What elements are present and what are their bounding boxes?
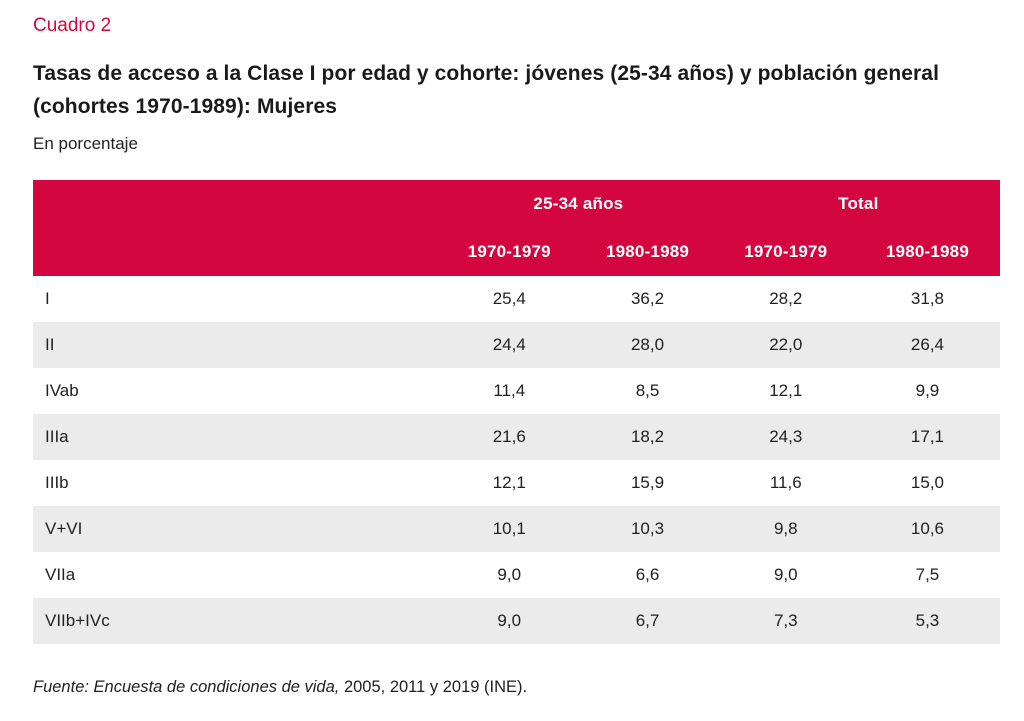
- corner-cell: [33, 228, 441, 276]
- row-label: IIIa: [45, 427, 69, 446]
- row-label: IIIb: [45, 473, 69, 492]
- cell-value: 8,5: [635, 381, 660, 400]
- row-label: VIIb+IVc: [45, 611, 110, 630]
- table-body: I 25,4 36,2 28,2 31,8 II 24,4 28,0 22,0 …: [33, 276, 1000, 644]
- table-number-label: Cuadro 2: [33, 15, 112, 36]
- group-header-row: 25-34 años Total: [33, 180, 1000, 228]
- cell-value: 6,7: [635, 611, 660, 630]
- cell-value: 36,2: [630, 289, 665, 308]
- cell-value: 9,9: [915, 381, 940, 400]
- column-header: 1980-1989: [578, 228, 717, 276]
- cell-value: 10,1: [492, 519, 526, 538]
- cell-value: 10,3: [630, 519, 665, 538]
- table-row: IIIb 12,1 15,9 11,6 15,0: [33, 460, 1000, 506]
- table-row: I 25,4 36,2 28,2 31,8: [33, 276, 1000, 322]
- table-row: IIIa 21,6 18,2 24,3 17,1: [33, 414, 1000, 460]
- cohort-header-row: 1970-1979 1980-1989 1970-1979 1980-1989: [33, 228, 1000, 276]
- cell-value: 9,8: [773, 519, 798, 538]
- column-header: 1970-1979: [716, 228, 855, 276]
- row-label: IVab: [45, 381, 79, 400]
- table-row: IVab 11,4 8,5 12,1 9,9: [33, 368, 1000, 414]
- cell-value: 31,8: [910, 289, 944, 308]
- cell-value: 22,0: [769, 335, 803, 354]
- row-label: II: [45, 335, 55, 354]
- cell-value: 9,0: [497, 565, 522, 584]
- table-row: II 24,4 28,0 22,0 26,4: [33, 322, 1000, 368]
- table-header: 25-34 años Total 1970-1979 1980-1989 197…: [33, 180, 1000, 276]
- cell-value: 11,4: [493, 381, 526, 400]
- cell-value: 24,3: [769, 427, 803, 446]
- cell-value: 12,1: [492, 473, 526, 492]
- cell-value: 18,2: [630, 427, 665, 446]
- cell-value: 7,3: [773, 611, 798, 630]
- group-header-total: Total: [716, 180, 1000, 228]
- row-label: I: [45, 289, 50, 308]
- cell-value: 12,1: [769, 381, 803, 400]
- cell-value: 5,3: [915, 611, 940, 630]
- table-row: VIIa 9,0 6,6 9,0 7,5: [33, 552, 1000, 598]
- cell-value: 9,0: [773, 565, 798, 584]
- cell-value: 7,5: [915, 565, 940, 584]
- cell-value: 10,6: [910, 519, 944, 538]
- row-label: VIIa: [45, 565, 76, 584]
- cell-value: 17,1: [910, 427, 944, 446]
- cell-value: 21,6: [492, 427, 526, 446]
- cell-value: 26,4: [910, 335, 944, 354]
- table-row: VIIb+IVc 9,0 6,7 7,3 5,3: [33, 598, 1000, 644]
- source-note-italic: Fuente: Encuesta de condiciones de vida,: [33, 678, 340, 696]
- cell-value: 24,4: [492, 335, 526, 354]
- cell-value: 28,2: [769, 289, 803, 308]
- group-header-25-34: 25-34 años: [440, 180, 717, 228]
- corner-cell: [33, 180, 441, 228]
- cell-value: 9,0: [497, 611, 522, 630]
- cell-value: 6,6: [635, 565, 660, 584]
- column-header: 1970-1979: [440, 228, 579, 276]
- source-note-regular: 2005, 2011 y 2019 (INE).: [339, 678, 528, 696]
- source-note: Fuente: Encuesta de condiciones de vida,…: [33, 677, 1000, 698]
- cell-value: 15,0: [910, 473, 944, 492]
- cell-value: 25,4: [492, 289, 526, 308]
- table-unit-subtitle: En porcentaje: [33, 134, 138, 153]
- cell-value: 15,9: [630, 473, 665, 492]
- cell-value: 28,0: [630, 335, 665, 354]
- statistics-table: 25-34 años Total 1970-1979 1980-1989 197…: [33, 180, 1000, 644]
- table-title: Tasas de acceso a la Clase I por edad y …: [33, 62, 940, 118]
- row-label: V+VI: [45, 519, 83, 538]
- cell-value: 11,6: [769, 473, 802, 492]
- column-header: 1980-1989: [854, 228, 1000, 276]
- table-row: V+VI 10,1 10,3 9,8 10,6: [33, 506, 1000, 552]
